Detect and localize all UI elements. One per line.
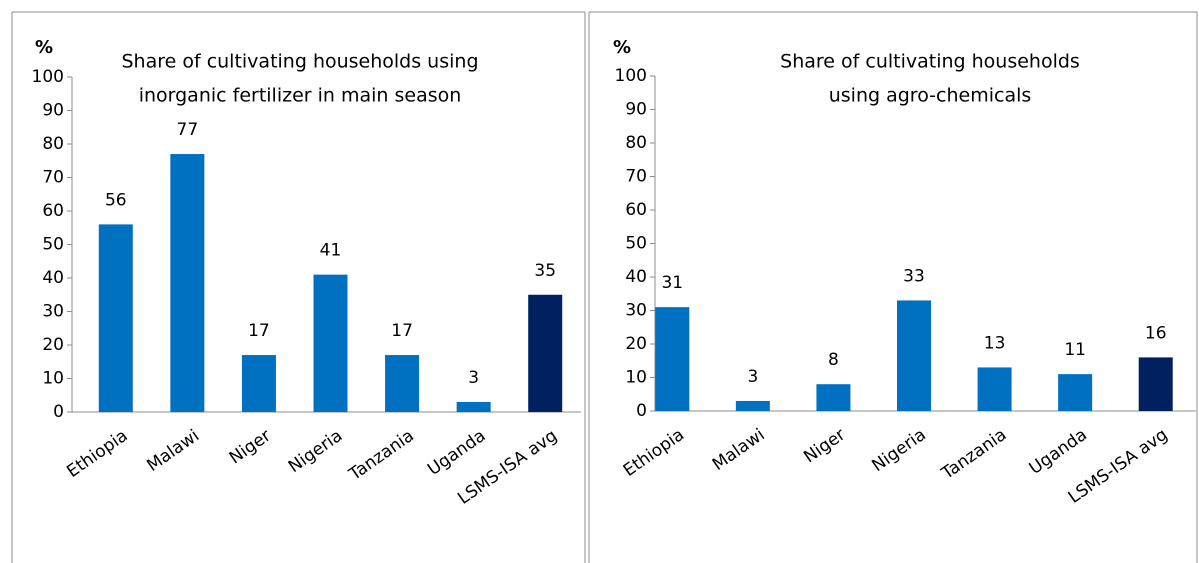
bar — [528, 294, 563, 412]
bar — [1058, 374, 1093, 411]
x-tick-label: Tanzania — [345, 426, 418, 485]
x-tick-label: Nigeria — [868, 425, 929, 476]
x-tick-label: Ethiopia — [63, 426, 131, 482]
y-tick-label: 0 — [53, 402, 64, 422]
bar — [897, 300, 931, 411]
x-tick-label: Uganda — [1026, 425, 1091, 479]
x-tick-label: Malawi — [143, 426, 203, 476]
y-axis-label: % — [613, 37, 631, 58]
data-label: 33 — [903, 266, 925, 286]
y-tick-label: 10 — [42, 369, 64, 389]
bar — [816, 384, 851, 411]
y-tick-label: 20 — [42, 335, 64, 355]
x-tick-label: Malawi — [709, 425, 769, 475]
data-label: 31 — [661, 273, 683, 293]
data-label: 17 — [391, 321, 413, 341]
y-tick-label: 10 — [625, 368, 647, 388]
y-tick-label: 70 — [625, 167, 647, 187]
x-tick-label: Nigeria — [285, 426, 346, 477]
bar — [385, 355, 420, 412]
data-label: 3 — [747, 367, 758, 387]
data-label: 11 — [1064, 340, 1086, 360]
y-tick-label: 90 — [42, 101, 64, 121]
bar — [1138, 357, 1173, 411]
data-label: 13 — [984, 333, 1006, 353]
y-tick-label: 0 — [636, 401, 647, 421]
bar — [735, 400, 770, 411]
bar — [655, 307, 690, 411]
y-axis-label: % — [35, 37, 53, 58]
x-tick-label: Niger — [800, 425, 849, 468]
data-label: 35 — [534, 261, 556, 281]
chart-title: Share of cultivating households using — [121, 51, 478, 73]
data-label: 8 — [828, 350, 839, 370]
chart-title: Share of cultivating households — [780, 51, 1080, 73]
bar — [456, 401, 491, 412]
y-tick-label: 50 — [625, 234, 647, 254]
y-tick-label: 30 — [42, 302, 64, 322]
data-label: 41 — [320, 241, 342, 261]
x-tick-label: Ethiopia — [620, 425, 688, 481]
bar — [977, 367, 1012, 411]
x-tick-label: Tanzania — [937, 425, 1010, 484]
x-tick-label: Niger — [226, 426, 275, 469]
y-tick-label: 80 — [42, 134, 64, 154]
data-label: 17 — [248, 321, 270, 341]
data-label: 56 — [105, 190, 127, 210]
data-label: 16 — [1145, 323, 1167, 343]
bar — [170, 154, 205, 413]
bar — [98, 224, 133, 412]
bar — [241, 355, 276, 412]
data-label: 3 — [468, 368, 479, 388]
y-tick-label: 80 — [625, 133, 647, 153]
data-label: 77 — [177, 120, 199, 140]
y-tick-label: 40 — [625, 267, 647, 287]
y-tick-label: 30 — [625, 301, 647, 321]
y-tick-label: 60 — [42, 201, 64, 221]
chart-title: using agro-chemicals — [829, 85, 1032, 107]
chart-title: inorganic fertilizer in main season — [139, 85, 462, 107]
y-tick-label: 100 — [32, 67, 64, 87]
y-tick-label: 20 — [625, 334, 647, 354]
y-tick-label: 70 — [42, 168, 64, 188]
y-tick-label: 50 — [42, 235, 64, 255]
y-tick-label: 60 — [625, 200, 647, 220]
x-tick-label: Uganda — [424, 426, 489, 480]
y-tick-label: 100 — [615, 66, 647, 86]
y-tick-label: 90 — [625, 100, 647, 120]
y-tick-label: 40 — [42, 268, 64, 288]
bar — [313, 274, 348, 412]
